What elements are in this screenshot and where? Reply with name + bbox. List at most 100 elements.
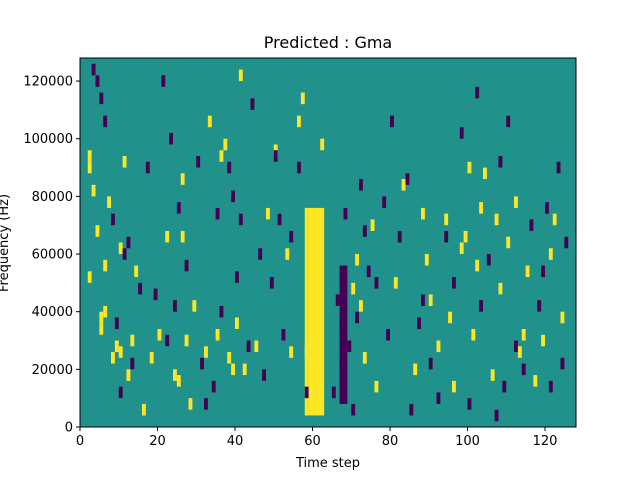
heatmap-cell-high	[242, 363, 247, 376]
heatmap-cell-low	[246, 340, 251, 353]
heatmap-cell-low	[459, 127, 464, 139]
heatmap-cell-high	[180, 173, 185, 185]
heatmap-cell-high	[413, 363, 418, 376]
heatmap-cell-low	[397, 230, 402, 243]
heatmap-cell-low	[486, 254, 491, 266]
heatmap-cell-low	[273, 150, 278, 162]
heatmap-cell-low	[564, 236, 569, 249]
heatmap-cell-low	[231, 190, 235, 203]
heatmap-cell-low	[122, 248, 127, 260]
heatmap-cell-low	[176, 202, 181, 214]
heatmap-cell-low	[250, 98, 255, 110]
heatmap-cell-low	[382, 196, 387, 208]
heatmap-cell-low	[339, 317, 344, 329]
heatmap-cell-high	[483, 167, 487, 180]
heatmap-cell-low	[359, 179, 363, 191]
heatmap-cell-high	[107, 196, 111, 208]
heatmap-cell-low	[343, 207, 348, 220]
heatmap-cell-high	[149, 352, 154, 364]
heatmap-cell-high	[362, 352, 367, 364]
heatmap-cell-high	[506, 236, 511, 249]
heatmap-cell-high	[560, 311, 565, 324]
heatmap-cell-low	[479, 300, 483, 312]
heatmap-cell-low	[467, 398, 472, 410]
heatmap-cell-high	[238, 69, 243, 82]
heatmap-cell-low	[235, 271, 239, 283]
heatmap-cell-high	[494, 213, 499, 226]
heatmap-cell-high	[180, 230, 185, 243]
heatmap-cell-high	[355, 254, 359, 266]
heatmap-cell-low	[331, 386, 336, 399]
heatmap-cell-low	[548, 380, 553, 393]
heatmap-cell-low	[219, 305, 224, 318]
heatmap-cell-high	[471, 328, 476, 341]
x-tick-label: 40	[227, 434, 244, 449]
heatmap-cell-high	[165, 230, 170, 243]
heatmap-cells	[87, 63, 569, 422]
heatmap-cell-low	[99, 92, 104, 105]
heatmap-cell-high	[231, 363, 235, 376]
heatmap-cell-high	[207, 115, 212, 128]
x-tick-label: 0	[76, 434, 84, 449]
heatmap-cell-low	[281, 328, 286, 341]
heatmap-cell-high	[285, 248, 290, 260]
heatmap-cell-low	[130, 357, 135, 370]
heatmap-cell-low	[126, 236, 131, 249]
heatmap-cell-low	[165, 334, 170, 347]
heatmap-cell-high	[254, 340, 259, 353]
heatmap-cell-high	[192, 300, 197, 312]
heatmap-cell-high	[401, 179, 406, 191]
y-axis: 0 20000 40000 60000 80000 100000 120000	[23, 75, 80, 436]
heatmap-cell-low	[374, 277, 379, 289]
heatmap-cell-high	[370, 219, 375, 231]
heatmap-cell-high	[111, 352, 115, 364]
heatmap-cell-high	[424, 254, 429, 266]
heatmap-cell-high	[95, 225, 100, 237]
heatmap-cell-high	[541, 334, 545, 347]
heatmap-cell-high	[227, 352, 232, 364]
heatmap-cell-high	[448, 311, 452, 324]
heatmap-cell-low	[262, 369, 266, 381]
x-axis-label: Time step	[295, 456, 360, 471]
y-tick-label: 120000	[23, 75, 73, 90]
heatmap-cell-low	[417, 317, 421, 329]
y-tick-label: 80000	[32, 190, 73, 205]
heatmap-cell-high	[215, 328, 220, 341]
heatmap-cell-high	[87, 150, 92, 162]
heatmap-cell-low	[184, 259, 189, 272]
heatmap-cell-low	[529, 219, 534, 231]
heatmap-cell-low	[421, 294, 425, 306]
heatmap-cell-high	[103, 259, 108, 272]
heatmap-cell-high	[223, 138, 228, 151]
heatmap-cell-low	[545, 202, 549, 214]
heatmap-cell-high	[91, 184, 96, 197]
heatmap-cell-low	[304, 386, 309, 399]
heatmap-cell-high	[266, 207, 270, 220]
heatmap-cell-high	[521, 328, 526, 341]
heatmap-cell-high	[359, 300, 363, 312]
heatmap-cell-high	[525, 265, 530, 278]
heatmap-cell-high	[235, 317, 239, 329]
heatmap-cell-high	[87, 271, 92, 283]
heatmap-cell-low	[95, 75, 100, 87]
heatmap-cell-low	[297, 161, 301, 174]
heatmap-cell-high	[99, 311, 104, 324]
heatmap-cell-low	[169, 132, 173, 145]
heatmap-cell-low	[506, 115, 511, 128]
heatmap-cell-low	[118, 386, 123, 399]
x-tick-label: 20	[149, 434, 166, 449]
heatmap-cell-high	[444, 213, 449, 226]
heatmap-cell-high	[552, 213, 557, 226]
heatmap-cell-low	[103, 115, 108, 128]
heatmap-cell-high	[184, 334, 189, 347]
heatmap-cell-high	[126, 369, 131, 381]
heatmap-cell-high	[300, 92, 305, 105]
heatmap-cell-high-band	[304, 207, 325, 416]
heatmap-cell-high	[467, 161, 472, 174]
heatmap-cell-high	[122, 156, 127, 168]
heatmap-cell-low	[258, 248, 263, 260]
chart-title: Predicted : Gma	[264, 33, 392, 52]
heatmap-cell-low	[362, 225, 367, 237]
y-tick-label: 60000	[32, 248, 73, 263]
heatmap-cell-high	[374, 380, 379, 393]
